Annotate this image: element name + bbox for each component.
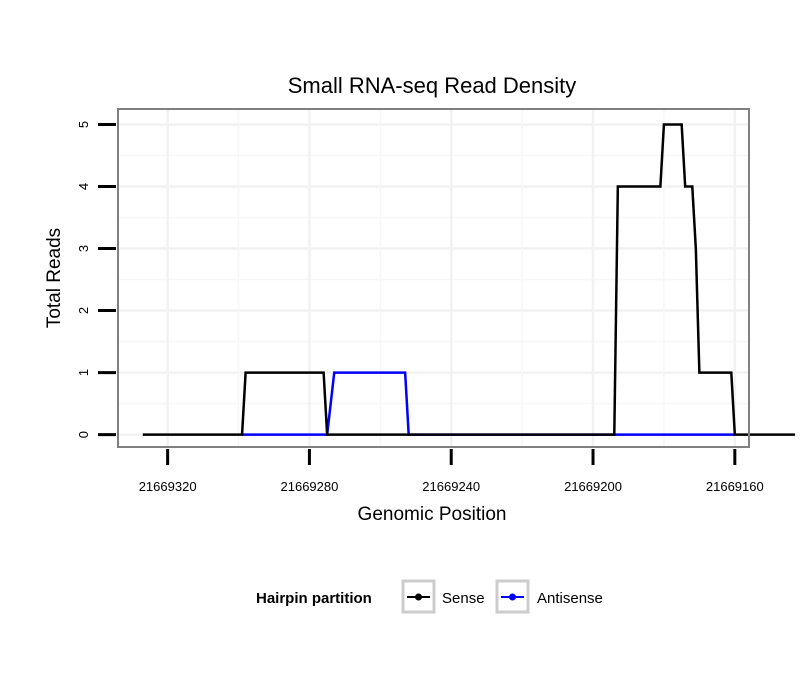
legend-label-antisense: Antisense bbox=[537, 590, 603, 607]
y-tick-label: 1 bbox=[76, 369, 91, 376]
legend-label-sense: Sense bbox=[442, 590, 485, 607]
legend-title: Hairpin partition bbox=[256, 590, 372, 607]
x-tick-label: 21669200 bbox=[564, 479, 622, 494]
legend-marker-sense bbox=[415, 593, 422, 601]
y-tick-label: 5 bbox=[76, 121, 91, 128]
y-tick-label: 4 bbox=[76, 183, 91, 190]
y-tick-label: 3 bbox=[76, 245, 91, 252]
series-line-sense bbox=[142, 123, 796, 436]
x-axis-label: Genomic Position bbox=[358, 504, 507, 525]
x-tick-label: 21669160 bbox=[706, 479, 764, 494]
x-tick-label: 21669320 bbox=[139, 479, 197, 494]
grid-lines bbox=[118, 109, 749, 447]
plot-border bbox=[117, 108, 750, 448]
legend: Hairpin partition Sense Antisense bbox=[256, 579, 603, 614]
y-axis-label: Total Reads bbox=[44, 228, 65, 328]
x-tick-label: 21669240 bbox=[422, 479, 480, 494]
y-tick-label: 0 bbox=[76, 431, 91, 438]
plot-panel bbox=[118, 109, 749, 447]
y-tick-label: 2 bbox=[76, 307, 91, 314]
x-axis: 21669320 21669280 21669240 21669200 21669160 bbox=[139, 449, 764, 494]
series-layer bbox=[142, 123, 796, 436]
x-tick-label: 21669280 bbox=[281, 479, 339, 494]
legend-marker-antisense bbox=[509, 593, 516, 601]
chart-title: Small RNA-seq Read Density bbox=[288, 73, 577, 98]
y-axis: 0 1 2 3 4 5 bbox=[76, 121, 116, 438]
